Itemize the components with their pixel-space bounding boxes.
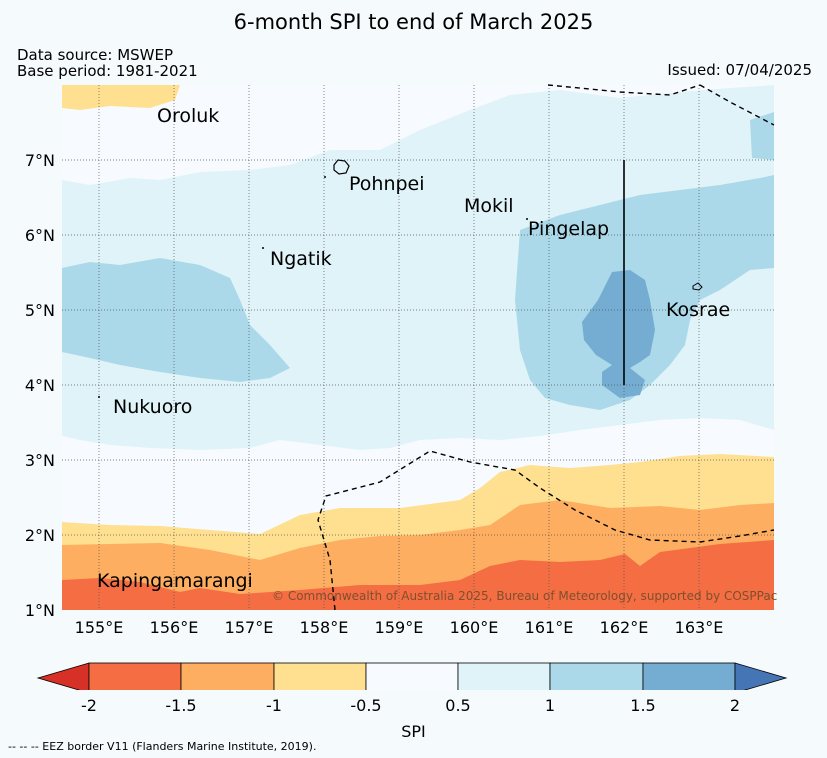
- pohnpei-island-icon: [333, 159, 350, 175]
- colorbar-segment: [457, 662, 551, 690]
- spi-band-1.5-2: [582, 270, 655, 398]
- place-nukuoro: Nukuoro: [113, 396, 192, 418]
- lon-label: 159°E: [375, 618, 424, 637]
- lon-label: 161°E: [525, 618, 574, 637]
- colorbar-segment: [273, 662, 367, 690]
- colorbar-tick: 0.5: [445, 696, 471, 715]
- lat-label: 7°N: [25, 151, 55, 170]
- lon-label: 155°E: [75, 618, 124, 637]
- colorbar-segment: [88, 662, 182, 690]
- colorbar-segment: [642, 662, 736, 690]
- colorbar-extend-low: [36, 662, 90, 690]
- lat-label: 6°N: [25, 226, 55, 245]
- place-mokil: Mokil: [464, 195, 514, 217]
- spi-map: Oroluk Pohnpei Mokil Pingelap Ngatik Kos…: [25, 84, 788, 690]
- kosrae-island-icon: [692, 282, 703, 291]
- colorbar-tick: -0.5: [350, 696, 382, 715]
- colorbar-tick: 1: [544, 696, 556, 715]
- colorbar-label: SPI: [401, 722, 426, 741]
- place-kapingamarangi: Kapingamarangi: [97, 570, 253, 592]
- place-pingelap: Pingelap: [528, 218, 609, 240]
- spi-field: [62, 85, 774, 610]
- longitude-labels: 155°E 156°E 157°E 158°E 159°E 160°E 161°…: [75, 618, 724, 637]
- colorbar-tick: 2: [729, 696, 741, 715]
- lat-label: 2°N: [25, 526, 55, 545]
- nukuoro-atoll-icon: [98, 396, 100, 398]
- colorbar-tick: 1.5: [630, 696, 656, 715]
- colorbar-tick: -1.5: [165, 696, 197, 715]
- lon-label: 160°E: [450, 618, 499, 637]
- colorbar-extend-high: [734, 662, 788, 690]
- ngatik-atoll-icon: [262, 247, 264, 249]
- spi-band-1-1.5: [62, 258, 290, 382]
- lon-label: 158°E: [300, 618, 349, 637]
- spi-band-neg2-neg1.5: [62, 540, 774, 610]
- mokil-atoll-icon: [526, 218, 528, 220]
- eez-border: [317, 84, 775, 611]
- lon-label: 156°E: [150, 618, 199, 637]
- pohnpei-atoll-icon: [324, 176, 326, 178]
- lon-label: 163°E: [675, 618, 724, 637]
- place-ngatik: Ngatik: [270, 248, 332, 270]
- copyright-notice: © Commonwealth of Australia 2025, Bureau…: [272, 589, 777, 603]
- lat-label: 4°N: [25, 376, 55, 395]
- issued-date: Issued: 07/04/2025: [667, 61, 812, 79]
- colorbar-segment: [180, 662, 275, 690]
- colorbar-tick: -1: [266, 696, 282, 715]
- lon-label: 162°E: [600, 618, 649, 637]
- eez-footnote: -- -- -- EEZ border V11 (Flanders Marine…: [8, 740, 317, 753]
- spi-band-neg1-neg0.5: [62, 85, 180, 110]
- colorbar: [36, 662, 788, 690]
- map-title: 6-month SPI to end of March 2025: [233, 10, 594, 34]
- place-pohnpei: Pohnpei: [349, 173, 425, 195]
- place-kosrae: Kosrae: [666, 299, 730, 321]
- data-source: Data source: MSWEP: [17, 46, 174, 64]
- lat-label: 1°N: [25, 601, 55, 620]
- latitude-labels: 1°N 2°N 3°N 4°N 5°N 6°N 7°N: [25, 151, 55, 620]
- colorbar-segment: [365, 662, 459, 690]
- lat-label: 3°N: [25, 451, 55, 470]
- colorbar-tick: -2: [81, 696, 97, 715]
- place-oroluk: Oroluk: [157, 105, 219, 127]
- lat-label: 5°N: [25, 301, 55, 320]
- colorbar-segment: [549, 662, 644, 690]
- spi-band-1-1.5: [750, 112, 774, 160]
- lon-label: 157°E: [225, 618, 274, 637]
- base-period: Base period: 1981-2021: [17, 62, 198, 80]
